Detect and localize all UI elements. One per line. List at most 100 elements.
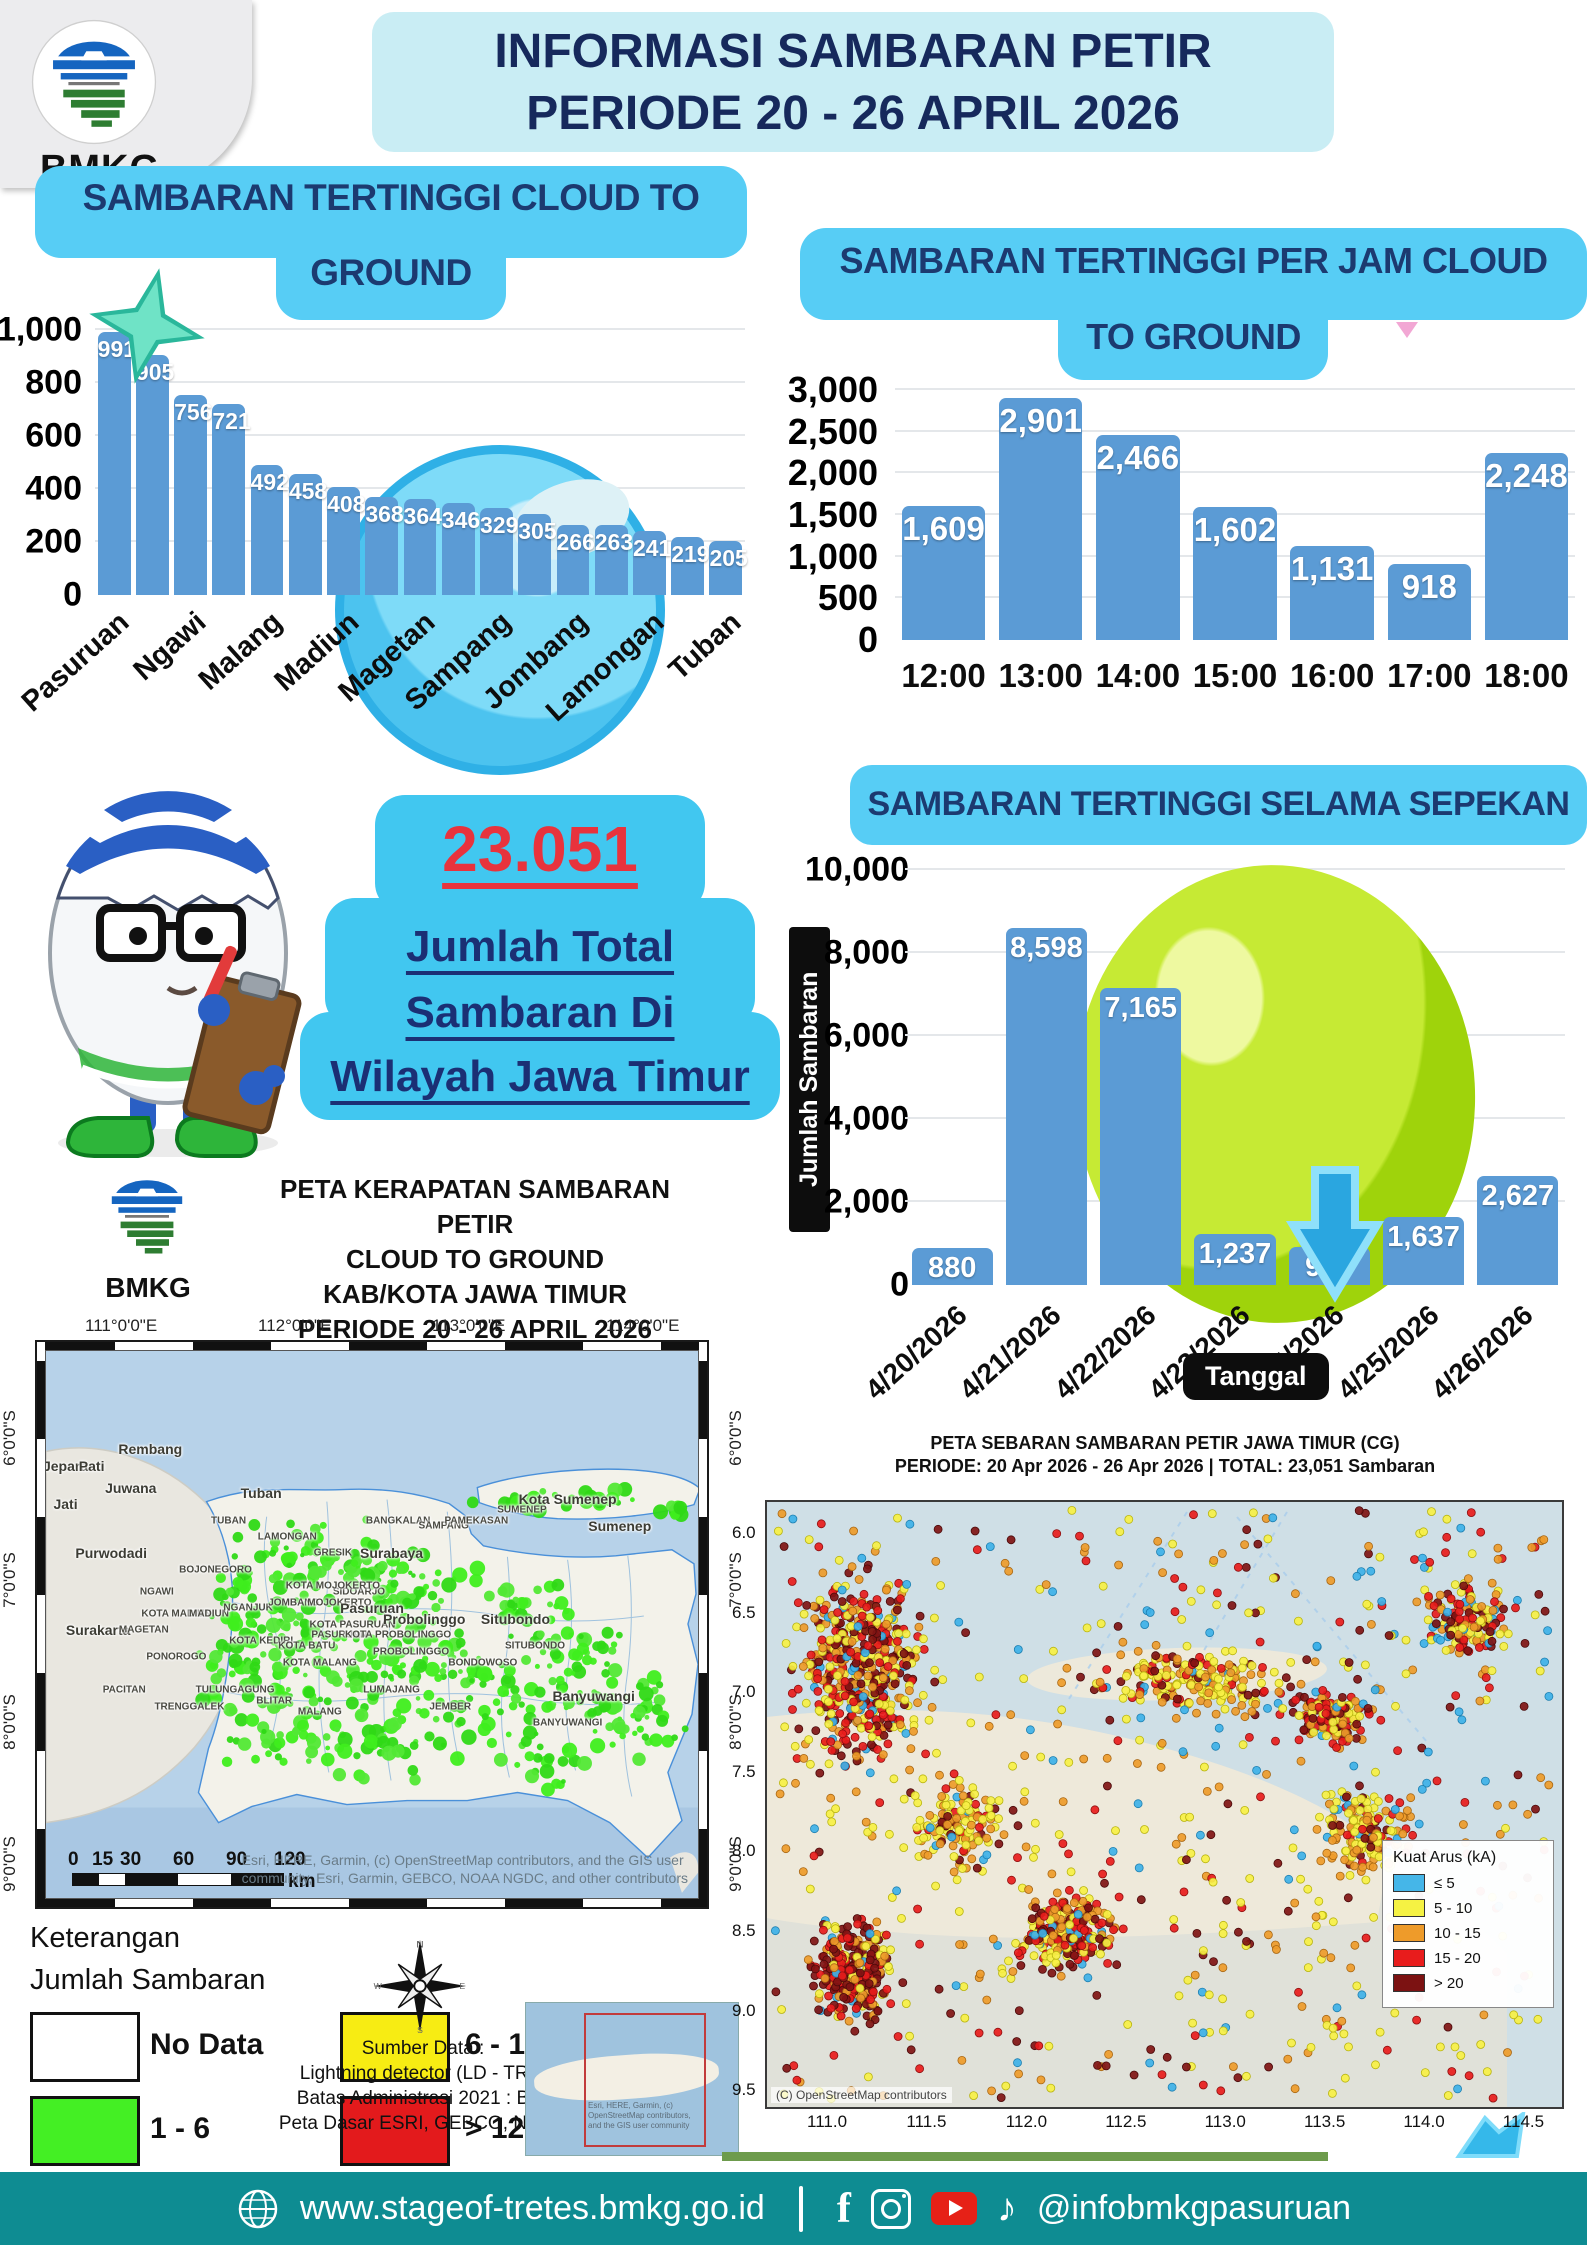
legend-label-1-6: 1 - 6 (150, 2112, 211, 2145)
rmap-legend-label: 15 - 20 (1434, 1949, 1481, 1967)
bar-value-label: 205 (709, 544, 748, 571)
lmap-ytick-6s-right: 6°0'0"S (725, 1410, 745, 1466)
footer-social-handle[interactable]: @infobmkgpasuruan (1036, 2189, 1352, 2227)
x-label-18:00: 18:00 (1484, 657, 1569, 694)
lmap-title-line2: CLOUD TO GROUND (345, 1244, 605, 1274)
tiktok-icon[interactable]: ♪ (996, 2186, 1017, 2230)
map-label-SIDOARJO: SIDOARJO (332, 1586, 386, 1598)
summary-line1-text: Jumlah Total (405, 922, 675, 971)
rmap-legend-chip (1393, 1924, 1425, 1942)
summary-line1: Jumlah Total (300, 922, 780, 972)
map-label-Jati: Jati (53, 1496, 78, 1513)
svg-text:W: W (374, 1981, 383, 1991)
map-label-BOJONEGORO: BOJONEGORO (179, 1564, 252, 1576)
inset-overview-map: Esri, HERE, Garmin, (c) OpenStreetMap co… (525, 2002, 739, 2156)
map-label-MALANG: MALANG (297, 1706, 342, 1718)
gridline (95, 328, 745, 330)
chart-sambaran-sepekan: Jumlah Sambaran 0 2,000 4,000 6,000 8,000 10,… (785, 851, 1587, 1465)
x-label-17:00: 17:00 (1387, 657, 1472, 694)
bar-4/22/2026: 7,165 (1100, 987, 1182, 1285)
bar-value-label: 7,165 (1104, 991, 1177, 1024)
scale-120: 120 (274, 1849, 306, 1870)
youtube-icon[interactable] (930, 2192, 977, 2225)
rmap-ytick-6.5: 6.5 (732, 1602, 756, 1622)
legend-title-jumlah: Jumlah Sambaran (30, 1964, 266, 1996)
bar-value-label: 346 (441, 507, 481, 534)
scale-15: 15 (92, 1849, 114, 1870)
bar-4/25/2026: 1,637 (1383, 1217, 1465, 1285)
rmap-xtick-113.5: 113.5 (1304, 2112, 1346, 2131)
map-label-PACITAN: PACITAN (102, 1684, 146, 1696)
instagram-icon[interactable] (870, 2188, 911, 2229)
y-tick-2,000: 2,000 (823, 1182, 909, 1221)
bar-value-label: 219 (671, 540, 710, 567)
chart1-title-line1: SAMBARAN TERTINGGI CLOUD TO (82, 177, 700, 218)
map-label-SITUBONDO: SITUBONDO (505, 1640, 565, 1652)
footer-divider-line (722, 2152, 1328, 2161)
bar-col9: 346 (441, 503, 481, 595)
scalebar-seg (73, 1874, 99, 1885)
lmap-attr-line1: Esri, HERE, Garmin, (c) OpenStreetMap co… (241, 1852, 684, 1868)
y-tick-6,000: 6,000 (823, 1016, 909, 1055)
rmap-legend-title: Kuat Arus (kA) (1393, 1849, 1497, 1866)
header-title-box (372, 12, 1334, 152)
y-tick-2,000: 2,000 (787, 452, 878, 494)
bar-12:00: 1,609 (901, 505, 986, 640)
rmap-legend-chip (1393, 1949, 1425, 1967)
lmap-xtick-113: 113°0'0"E (432, 1316, 506, 1335)
chart-sambaran-per-jam: 0 500 1,000 1,500 2,000 2,500 3,000 1,609 2,901… (787, 369, 1587, 705)
scalebar-seg (99, 1874, 125, 1885)
sumber-line1: Sumber Data : (361, 2038, 485, 2059)
lmap-title: PETA KERAPATAN SAMBARAN PETIR CLOUD TO G… (240, 1172, 710, 1347)
y-tick-8,000: 8,000 (823, 933, 909, 972)
map-label-KOTA KEDIRI: KOTA KEDIRI (229, 1635, 294, 1647)
bmkg-logo-icon-small (94, 1162, 200, 1268)
x-label-14:00: 14:00 (1095, 657, 1181, 694)
chart3-title-box (850, 765, 1587, 845)
facebook-icon[interactable]: f (836, 2185, 851, 2232)
map-label-BANGKALAN: BANGKALAN (365, 1515, 431, 1527)
rmap-legend-chip (1393, 1899, 1425, 1917)
inset-extent-rectangle (584, 2013, 706, 2147)
globe-icon (238, 2189, 278, 2228)
chart2-title-box-ext (1058, 314, 1328, 380)
neatline-left (37, 1342, 45, 1907)
down-arrow-decoration (1285, 1166, 1385, 1303)
bar-value-label: 1,131 (1290, 549, 1374, 587)
lmap-basemap (46, 1351, 698, 1898)
neatline-top (37, 1342, 707, 1350)
y-tick-0: 0 (63, 575, 82, 614)
x-label-4/21/2026: 4/21/2026 (953, 1299, 1068, 1406)
lmap-xtick-111: 111°0'0"E (85, 1316, 158, 1335)
lmap-ytick-9s-left: 9°0'0"S (0, 1836, 19, 1892)
scale-90: 90 (226, 1849, 248, 1870)
rmap-legend-item: 15 - 20 (1393, 1949, 1543, 1967)
legend-chip-6-12 (340, 2012, 450, 2082)
footer-bar: www.stageof-tretes.bmkg.go.id f ♪ @infob… (0, 2172, 1587, 2245)
bar-col13: 263 (594, 525, 633, 595)
bar-Tuban: 205 (709, 540, 748, 595)
lmap-canvas[interactable]: Jepara Rembang Pati Juwana Jati Purwodadi Sura… (45, 1350, 699, 1899)
scale-30: 30 (120, 1849, 142, 1870)
footer-website-link[interactable]: www.stageof-tretes.bmkg.go.id (299, 2189, 765, 2227)
rmap-attribution: (C) OpenStreetMap contributors (771, 2087, 952, 2103)
bar-value-label: 368 (365, 501, 404, 528)
lmap-labels-layer: Jepara Rembang Pati Juwana Jati Purwodadi Sura… (46, 1351, 698, 1898)
rmap-canvas[interactable]: Kuat Arus (kA) ≤ 5 5 - 10 10 - 15 15 - 20 > … (765, 1500, 1564, 2109)
lmap-ytick-8s-right: 8°0'0"S (725, 1694, 745, 1750)
y-tick-1,000: 1,000 (787, 535, 878, 577)
legend-chip-gt12 (340, 2096, 450, 2166)
x-label-Pasuruan: Pasuruan (15, 606, 136, 719)
rmap-legend-rows: ≤ 5 5 - 10 10 - 15 15 - 20 > 20 (1393, 1874, 1543, 1992)
bar-col7: 368 (365, 497, 404, 595)
x-label-4/22/2026: 4/22/2026 (1048, 1299, 1162, 1406)
map-label-KOTA PROBOLINGGO: KOTA PROBOLINGGO (345, 1629, 452, 1641)
bar-value-label: 408 (327, 490, 366, 517)
chart2-x-axis: 12:00 13:00 14:00 15:00 16:00 17:00 18:00 (895, 647, 1575, 702)
chart1-title-line2: GROUND (310, 252, 472, 293)
bar-value-label: 1,237 (1198, 1237, 1272, 1270)
y-tick-0: 0 (857, 619, 878, 660)
gridline (95, 381, 745, 383)
bar-col11: 305 (518, 514, 557, 595)
rmap-legend-label: ≤ 5 (1434, 1874, 1455, 1892)
